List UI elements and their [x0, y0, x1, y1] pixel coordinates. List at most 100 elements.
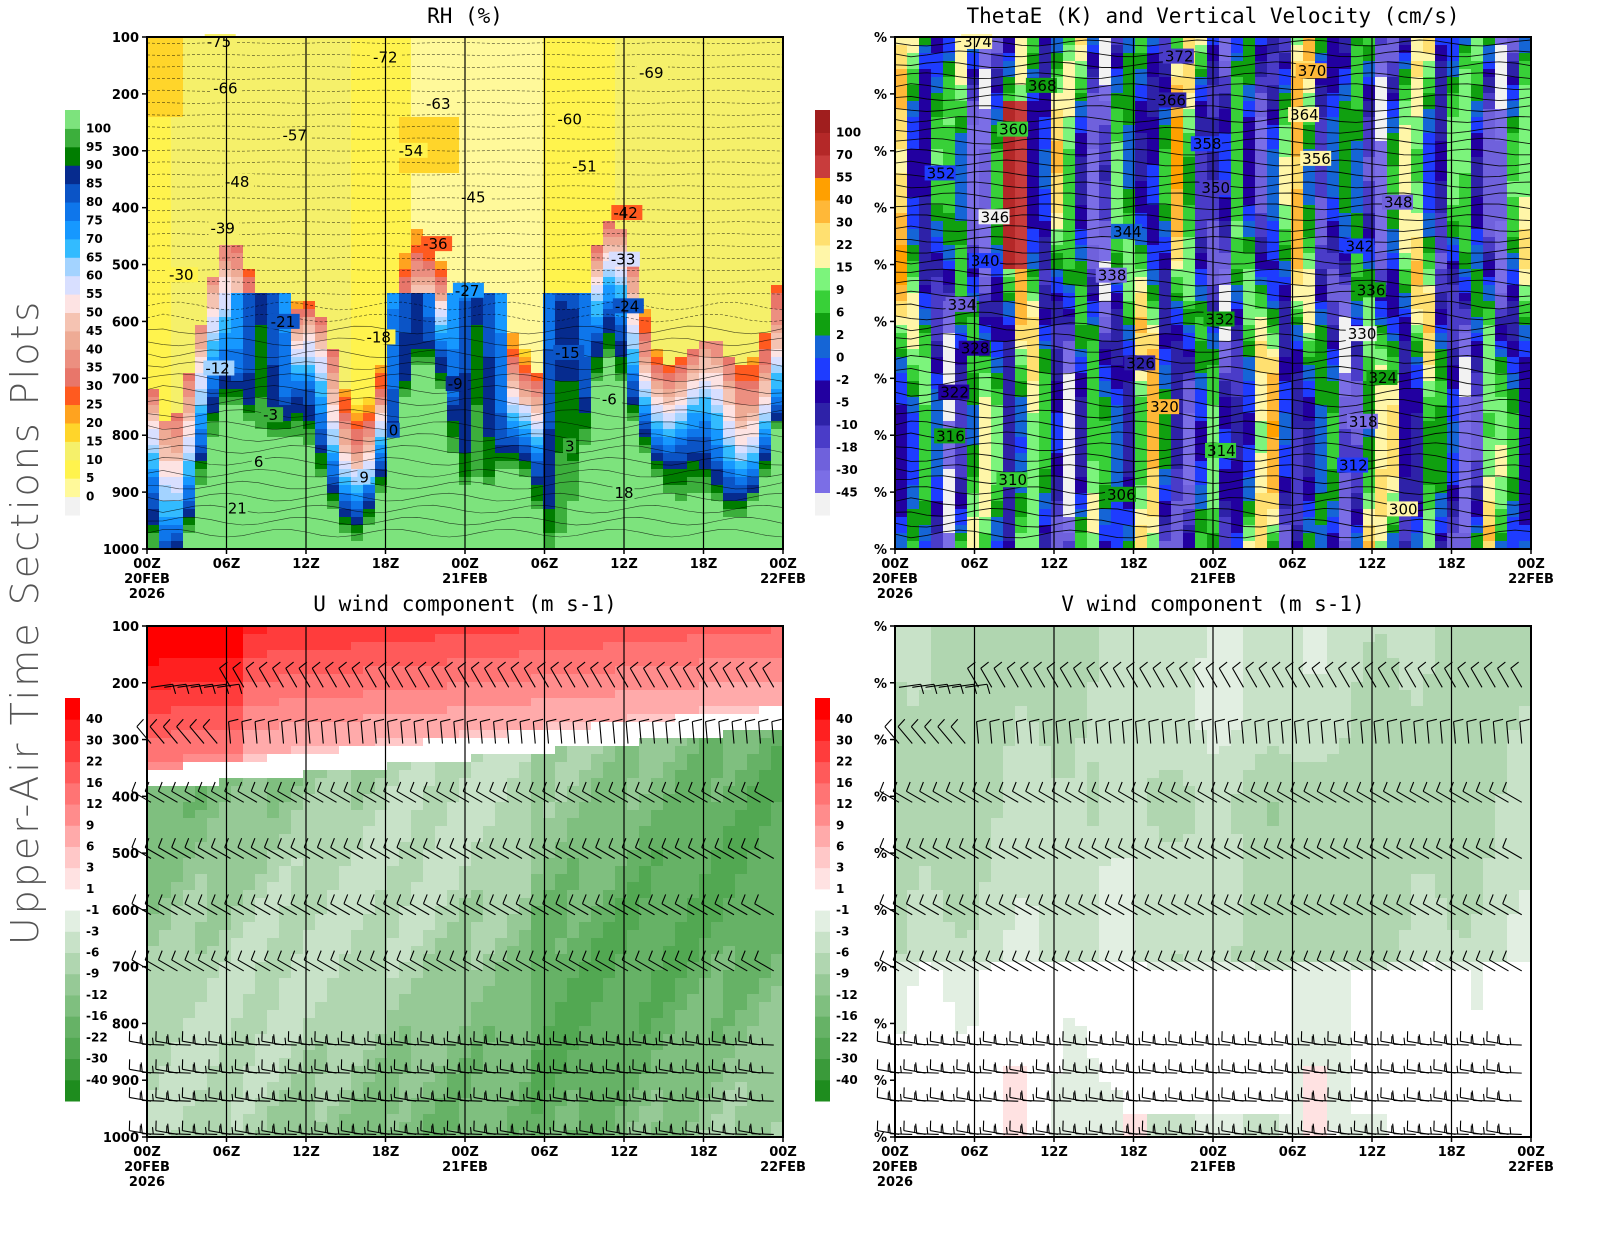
- wind-barb: [391, 661, 404, 688]
- wind-barb: [1078, 894, 1099, 916]
- wind-barb: [1475, 950, 1496, 972]
- wind-barb: [272, 661, 284, 688]
- contour-label: 372: [1165, 48, 1194, 66]
- wind-barb: [1033, 661, 1046, 688]
- colorbar-swatch: [815, 357, 830, 381]
- wind-barb: [277, 894, 298, 916]
- wind-barb: [528, 894, 549, 916]
- wind-barb: [136, 718, 152, 744]
- wind-barb: [965, 683, 991, 695]
- wind-barb: [1025, 894, 1046, 916]
- wind-barb: [202, 718, 218, 744]
- wind-barb: [945, 781, 966, 803]
- date-label: 20FEB: [872, 572, 918, 587]
- wind-barb: [555, 894, 576, 916]
- wind-barb: [1091, 838, 1112, 859]
- colorbar-label: 20: [86, 416, 103, 430]
- wind-barb: [351, 661, 364, 688]
- colorbar-swatch: [815, 740, 830, 763]
- wind-barb: [422, 950, 443, 972]
- wind-barb: [1303, 838, 1324, 859]
- wind-barb: [1127, 1090, 1151, 1102]
- wind-barb: [440, 718, 451, 744]
- wind-barb: [356, 781, 377, 803]
- contour-line: [146, 125, 784, 128]
- wind-barb: [176, 718, 192, 744]
- wind-barb: [1223, 781, 1244, 803]
- wind-barb: [396, 894, 417, 916]
- y-tick-label: %: [874, 847, 887, 862]
- wind-barb: [210, 781, 231, 803]
- wind-barb: [1237, 781, 1258, 803]
- wind-barb: [1214, 718, 1225, 744]
- wind-barb: [197, 894, 218, 916]
- y-tick-label: 900: [112, 1074, 139, 1089]
- contour-label: 368: [1028, 77, 1057, 95]
- colorbar-label: -10: [836, 418, 858, 432]
- wind-barb: [993, 661, 1006, 688]
- wind-barb: [723, 1123, 748, 1135]
- wind-barb: [1011, 894, 1032, 916]
- wind-barb: [1338, 661, 1350, 688]
- date-label: 2026: [129, 1175, 165, 1190]
- wind-barb: [369, 781, 390, 803]
- colorbar-label: 22: [836, 755, 853, 769]
- colorbar-swatch: [815, 931, 830, 954]
- v-wind-chart-title: V wind component (m s-1): [1061, 592, 1365, 616]
- wind-barb: [687, 781, 708, 803]
- colorbar-label: 95: [86, 140, 103, 154]
- wind-barb: [1174, 718, 1186, 744]
- wind-barb: [1047, 1123, 1072, 1135]
- wind-barb: [985, 781, 1006, 803]
- wind-barb: [431, 661, 443, 688]
- wind-barb: [1180, 1062, 1204, 1074]
- wind-barb: [140, 1090, 165, 1102]
- colorbar-swatch: [815, 804, 830, 826]
- wind-barb: [379, 1123, 403, 1135]
- wind-barb: [1015, 718, 1027, 744]
- contour-label: -36: [423, 235, 448, 253]
- colorbar-swatch: [65, 825, 80, 847]
- colorbar-swatch: [65, 804, 80, 826]
- contour-line: [146, 101, 784, 104]
- rh-field: [147, 37, 784, 550]
- wind-barb: [669, 661, 682, 688]
- wind-barb: [1312, 1090, 1337, 1102]
- colorbar-swatch: [815, 698, 830, 720]
- wind-barb: [1435, 781, 1456, 803]
- colorbar-label: -9: [836, 967, 849, 981]
- wind-barb: [1038, 950, 1059, 972]
- wind-barb: [1086, 661, 1099, 688]
- wind-barb: [422, 894, 443, 916]
- wind-barb: [644, 1062, 668, 1074]
- wind-barb: [1091, 950, 1112, 972]
- wind-barb: [1100, 1123, 1125, 1135]
- wind-barb: [945, 950, 966, 972]
- wind-barb: [1157, 838, 1178, 859]
- wind-barb: [905, 950, 926, 972]
- wind-barb: [510, 661, 523, 688]
- thetae-field: [895, 37, 1532, 550]
- colorbar-label: -5: [836, 396, 849, 410]
- colorbar-label: -22: [836, 1030, 858, 1044]
- wind-barb: [405, 1123, 430, 1135]
- x-tick-label: 00Z: [769, 1145, 797, 1160]
- wind-barb: [356, 838, 377, 859]
- contour-line: [146, 245, 784, 248]
- wind-barb: [444, 661, 457, 688]
- wind-barb: [1426, 718, 1437, 744]
- wind-barb: [1100, 1034, 1125, 1046]
- wind-barb: [888, 1123, 913, 1135]
- wind-barb: [157, 894, 178, 916]
- wind-barb: [241, 718, 252, 744]
- wind-barb: [750, 1090, 774, 1102]
- contour-line: [146, 197, 784, 200]
- wind-barb: [184, 838, 205, 859]
- wind-barb: [1276, 838, 1297, 859]
- wind-barb: [1510, 661, 1523, 688]
- colorbar-swatch: [815, 222, 830, 246]
- colorbar-label: 65: [86, 250, 103, 264]
- contour-label: 3: [565, 437, 575, 455]
- colorbar-label: 15: [86, 434, 103, 448]
- wind-barb: [714, 838, 735, 859]
